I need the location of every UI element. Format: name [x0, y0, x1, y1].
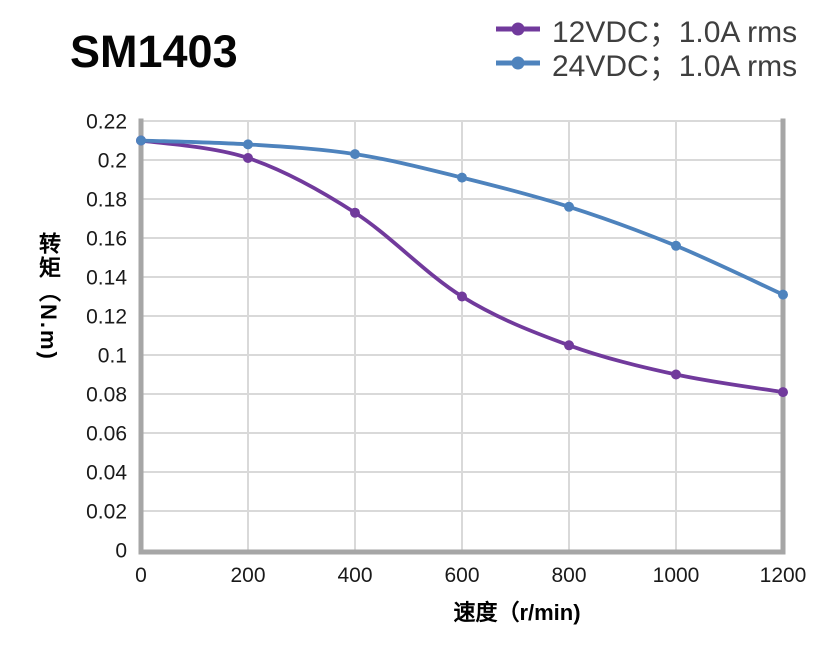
x-tick-label: 400	[337, 564, 372, 587]
data-point-marker	[564, 201, 574, 212]
page-title: SM1403	[70, 26, 238, 77]
y-tick-label: 0.08	[86, 384, 127, 407]
data-point-marker	[671, 240, 681, 251]
y-tick-label: 0.22	[86, 111, 127, 134]
gridlines	[141, 120, 783, 550]
y-tick-label: 0.12	[86, 306, 127, 329]
y-tick-label: 0.14	[86, 267, 127, 290]
y-tick-label: 0.18	[86, 189, 127, 212]
y-tick-label: 0	[115, 540, 127, 563]
data-point-marker	[350, 207, 360, 218]
series-24vdc	[136, 135, 788, 300]
data-point-marker	[350, 149, 360, 160]
y-tick-label: 0.2	[98, 150, 127, 173]
chart-legend: 12VDC；1.0A rms 24VDC；1.0A rms	[495, 13, 797, 83]
y-tick-label: 0.1	[98, 345, 127, 368]
y-axis-label: 转矩（N.m)	[36, 232, 61, 361]
legend-label-24vdc: 24VDC；1.0A rms	[552, 50, 798, 83]
y-tick-label: 0.02	[86, 501, 127, 524]
legend-item-12vdc: 12VDC；1.0A rms	[495, 13, 797, 49]
data-point-marker	[671, 369, 681, 380]
y-tick-label: 0.16	[86, 228, 127, 251]
data-point-marker	[564, 340, 574, 351]
x-tick-label: 200	[230, 564, 265, 587]
tick-labels: 0 0.02 0.04 0.06 0.08 0.1 0.12 0.14 0.16 0.18 0.2 0…	[86, 111, 806, 588]
data-point-marker	[136, 135, 146, 146]
legend-line-marker-icon	[496, 22, 540, 36]
legend-label-12vdc: 12VDC；1.0A rms	[552, 16, 798, 49]
x-axis-label: 速度（r/min)	[453, 600, 580, 625]
legend-item-24vdc: 24VDC；1.0A rms	[495, 47, 797, 83]
legend-line-marker-icon	[496, 56, 540, 70]
x-tick-label: 1200	[760, 564, 807, 587]
x-tick-label: 1000	[653, 564, 700, 587]
axes	[138, 118, 786, 555]
y-tick-label: 0.06	[86, 423, 127, 446]
y-tick-label: 0.04	[86, 462, 127, 485]
data-point-marker	[243, 153, 253, 163]
data-point-marker	[778, 289, 788, 300]
data-point-marker	[243, 139, 253, 150]
data-point-marker	[457, 291, 467, 302]
x-tick-label: 600	[444, 564, 479, 587]
x-tick-label: 0	[135, 564, 147, 587]
x-tick-label: 800	[551, 564, 586, 587]
data-point-marker	[457, 172, 467, 183]
data-point-marker	[778, 387, 788, 398]
